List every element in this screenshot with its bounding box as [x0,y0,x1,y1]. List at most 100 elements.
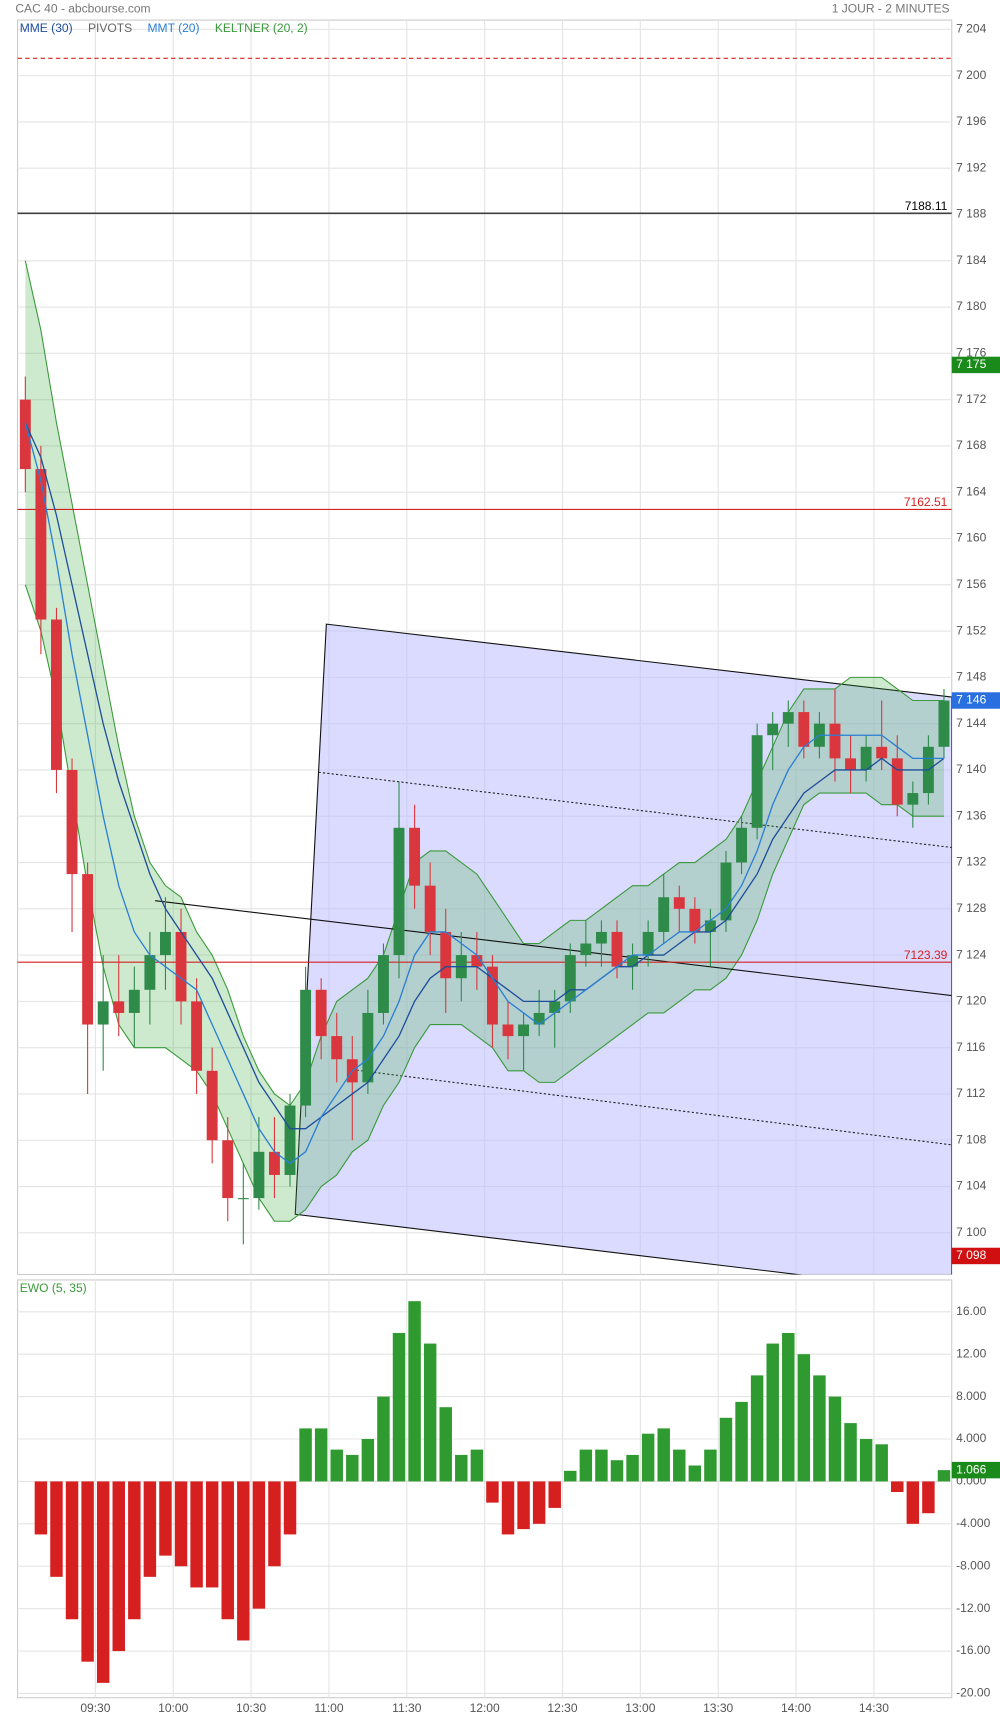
ewo-bar [81,1481,94,1662]
ewo-bar [844,1423,857,1482]
moving-average [24,422,945,1130]
y-tick-label: 7 180 [956,299,986,313]
ewo-bar [548,1481,561,1508]
ewo-bar [283,1481,297,1535]
candle-body [144,955,156,990]
candle-body [486,966,498,1025]
ewo-bar [346,1454,359,1482]
ewo-bar [688,1465,702,1482]
legend-entry: MME (30) [20,21,73,35]
candle-body [222,1140,234,1199]
ewo-bar [408,1301,421,1482]
channel-line [318,771,952,849]
price-badge-label: 7 146 [956,693,986,707]
candle-body [595,931,607,944]
y-tick-label: 7 116 [956,1040,986,1054]
keltner-line [24,584,944,1222]
y-tick-label: -16.00 [956,1643,990,1657]
price-badge [951,356,1000,374]
y-tick-label: 7 104 [956,1179,986,1193]
ewo-bar [423,1343,437,1482]
candle-body [798,712,810,747]
ewo-bar [922,1481,935,1514]
ewo-bar [501,1481,515,1535]
ewo-bar [50,1481,63,1577]
ewo-bar [735,1401,748,1482]
y-tick-label: 12.00 [956,1346,986,1360]
ewo-bar [906,1481,920,1524]
y-tick-label: 7 164 [956,484,986,498]
ewo-bar [330,1449,343,1482]
ewo-bar [517,1481,530,1530]
ewo-bar [205,1481,219,1588]
ewo-bar [813,1375,826,1482]
ewo-bar [65,1481,79,1620]
candle-body [533,1012,545,1025]
ewo-bar [564,1470,577,1482]
candle-body [876,746,888,759]
y-tick-label: 7 188 [956,207,986,221]
ewo-bar [673,1449,686,1482]
candle-body [160,931,171,956]
x-tick-label: 11:00 [314,1701,344,1715]
chart-subtitle: 1 JOUR - 2 MINUTES [832,1,950,15]
candle-body [767,723,779,736]
ewo-bar [174,1481,188,1567]
ewo-bar [361,1439,375,1482]
candle-body [300,989,312,1106]
candle-body [82,874,94,1025]
candle-body [66,769,78,875]
candle-body [440,931,452,979]
x-tick-label: 10:30 [236,1701,266,1715]
ewo-bar [221,1481,234,1620]
candle-body [938,700,950,747]
price-badge [951,1247,1000,1265]
price-badge [951,692,1000,709]
x-tick-label: 10:00 [158,1701,188,1715]
ewo-bar [128,1481,141,1620]
ewo-bar [797,1354,811,1482]
y-tick-label: 7 172 [956,392,986,406]
candle-body [642,931,654,956]
candle-body [315,989,327,1037]
y-tick-label: 7 108 [956,1132,986,1146]
y-tick-label: -12.00 [956,1601,990,1615]
ewo-plot [17,1279,952,1698]
y-tick-label: 7 152 [956,623,986,637]
y-tick-label: 7 132 [956,855,986,869]
x-tick-label: 12:30 [547,1701,577,1715]
candle-body [549,1001,561,1013]
candle-body [845,758,856,770]
ewo-bar [579,1449,593,1482]
candle-body [113,1001,125,1013]
ewo-bar [626,1454,639,1482]
pivot-label: 7188.11 [905,199,948,213]
ewo-bar [766,1343,779,1482]
y-tick-label: 7 120 [956,994,986,1008]
y-tick-label: 7 136 [956,808,986,822]
ewo-bar [252,1481,266,1609]
candle-body [580,943,592,956]
y-tick-label: 7 196 [956,114,986,128]
x-tick-label: 13:00 [625,1701,655,1715]
y-tick-label: 4.000 [956,1431,986,1445]
price-badge-label: 7 175 [956,357,986,371]
panel-title: EWO (5, 35) [20,1281,87,1295]
ewo-bar [750,1375,764,1482]
ewo-bar [657,1428,670,1482]
legend-entry: MMT (20) [148,21,200,35]
candle-body [424,885,436,932]
ewo-bar [828,1396,842,1482]
ewo-bar [859,1439,873,1482]
y-tick-label: 7 176 [956,346,986,360]
candle-body [704,920,716,932]
candle-body [658,897,670,932]
candle-body [564,955,576,1002]
candle-body [720,862,732,921]
candle-body [611,931,623,967]
candle-body [206,1070,218,1141]
candle-body [736,827,748,863]
x-tick-label: 13:30 [703,1701,733,1715]
candle-body [253,1151,265,1199]
